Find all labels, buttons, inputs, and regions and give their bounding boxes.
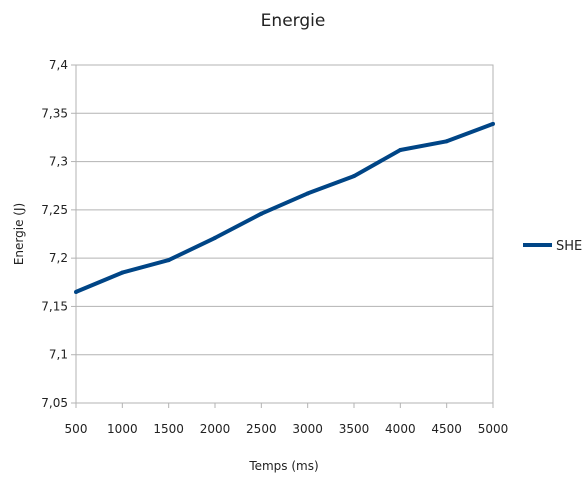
data-point-4	[259, 211, 264, 216]
x-tick-label-1: 1000	[107, 422, 138, 436]
y-tick-label-7: 7,4	[49, 58, 68, 72]
y-tick-label-1: 7,1	[49, 348, 68, 362]
x-tick-label-9: 5000	[478, 422, 509, 436]
x-tick-label-4: 2500	[246, 422, 277, 436]
data-point-2	[166, 258, 171, 263]
y-tick-label-6: 7,35	[41, 106, 68, 120]
legend: SHE	[523, 239, 582, 254]
plot-area	[75, 64, 494, 404]
x-tick-label-0: 500	[65, 422, 88, 436]
data-point-7	[398, 147, 403, 152]
x-tick-label-7: 4000	[385, 422, 416, 436]
x-tick-label-6: 3500	[339, 422, 370, 436]
x-axis: 500 1000 1500 2000 2500 3000 3500 4000 4500 5000	[65, 403, 509, 436]
series-group	[74, 121, 495, 294]
data-point-9	[491, 121, 495, 126]
y-tick-label-5: 7,3	[49, 155, 68, 169]
data-point-0	[74, 289, 78, 294]
y-axis: 7,05 7,1 7,15 7,2 7,25 7,3 7,35 7,4	[41, 58, 76, 410]
data-point-6	[352, 174, 356, 179]
x-tick-label-8: 4500	[431, 422, 462, 436]
data-point-3	[213, 235, 217, 240]
y-tick-label-4: 7,25	[41, 203, 68, 217]
chart-title: Energie	[261, 11, 326, 31]
y-tick-label-0: 7,05	[41, 396, 68, 410]
x-tick-label-2: 1500	[153, 422, 184, 436]
y-tick-label-3: 7,2	[49, 251, 68, 265]
data-point-8	[444, 139, 449, 144]
legend-label-she: SHE	[556, 239, 582, 254]
y-tick-label-2: 7,15	[41, 299, 68, 313]
data-point-1	[120, 270, 125, 275]
x-tick-label-3: 2000	[200, 422, 231, 436]
y-axis-label: Energie (J)	[12, 203, 26, 265]
data-point-5	[305, 191, 310, 196]
x-tick-label-5: 3000	[292, 422, 323, 436]
series-line-she	[75, 122, 494, 294]
x-axis-label: Temps (ms)	[248, 459, 318, 473]
grid-lines	[76, 64, 493, 404]
